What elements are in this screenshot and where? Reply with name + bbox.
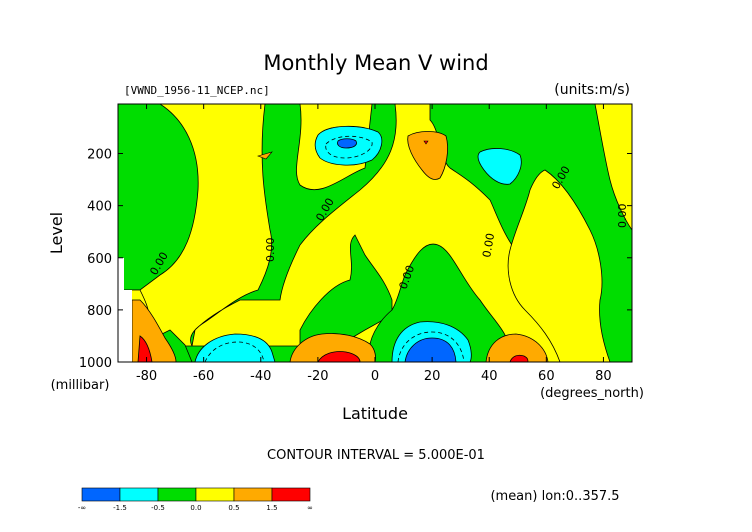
region-cyan-surface-50S	[194, 333, 276, 362]
dashed-contour-upper-10S	[325, 135, 373, 159]
colorbar-label: -1.5	[113, 504, 127, 512]
x-axis-title: Latitude	[342, 404, 408, 423]
region-orange-small-200	[257, 151, 273, 160]
footer-mean-label: (mean) lon:0..357.5	[490, 489, 619, 504]
region-blue-upper-10S	[337, 138, 357, 149]
y-tick-label: 400	[87, 200, 112, 215]
units-label: (units:m/s)	[554, 82, 630, 98]
contour-interval: CONTOUR INTERVAL = 5.000E-01	[267, 448, 485, 463]
colorbar-swatch	[81, 487, 121, 502]
colorbar: -∞ -1.5 -0.5 0.0 0.5 1.5 ∞	[78, 487, 313, 512]
y-tick-label: 1000	[79, 356, 112, 371]
dashed-contour-surface-20N	[397, 331, 465, 362]
x-axis: -80 -60 -40 -20 0 20 40 60 80	[136, 104, 612, 384]
region-blue-surface-20N	[404, 337, 457, 362]
x-tick-label: -20	[307, 369, 328, 384]
colorbar-swatch	[195, 487, 235, 502]
x-tick-label: -60	[193, 369, 214, 384]
contour-label: 0.00	[264, 238, 277, 263]
y-tick-label: 600	[87, 252, 112, 267]
x-tick-label: 80	[595, 369, 612, 384]
x-tick-label: 40	[481, 369, 498, 384]
colorbar-label: -∞	[78, 504, 86, 512]
colorbar-label: 1.5	[266, 504, 277, 512]
region-red-surface-10S	[317, 351, 361, 362]
region-yellow-tongue-right	[507, 169, 611, 362]
x-tick-label: 0	[371, 369, 379, 384]
file-label: [VWND_1956-11_NCEP.nc]	[124, 84, 270, 97]
y-axis-units: (millibar)	[51, 378, 110, 393]
x-tick-label: -80	[136, 369, 157, 384]
region-red-upper-20N	[423, 140, 429, 145]
y-axis: 200 400 600 800 1000	[79, 148, 632, 371]
region-orange-surface-50N	[485, 333, 549, 362]
region-missing-data-step	[118, 258, 124, 290]
dashed-contour-surface-50S	[204, 341, 265, 362]
region-red-surface-50N	[509, 354, 529, 362]
region-missing-data	[118, 290, 132, 362]
colorbar-label: 0.0	[190, 504, 201, 512]
y-axis-title: Level	[47, 212, 66, 254]
region-green-right-yellow-hole	[594, 104, 632, 231]
region-cyan-upper-40N	[477, 148, 522, 185]
y-tick-label: 200	[87, 148, 112, 163]
colorbar-label: -0.5	[151, 504, 165, 512]
region-green-left-column	[118, 104, 199, 291]
colorbar-label: 0.5	[228, 504, 239, 512]
x-tick-label: 60	[538, 369, 555, 384]
contour-label: 0.00	[616, 204, 629, 229]
colorbar-swatch	[233, 487, 273, 502]
colorbar-label: ∞	[307, 504, 313, 512]
contour-field	[118, 104, 632, 362]
region-orange-upper-20N	[407, 131, 448, 180]
x-tick-label: -40	[250, 369, 271, 384]
colorbar-swatch	[119, 487, 159, 502]
y-tick-label: 800	[87, 304, 112, 319]
x-tick-label: 20	[424, 369, 441, 384]
x-axis-units: (degrees_north)	[540, 386, 644, 401]
chart-title: Monthly Mean V wind	[263, 51, 488, 75]
colorbar-swatch	[157, 487, 197, 502]
contour-label: 0.00	[480, 232, 497, 258]
colorbar-swatch	[271, 487, 311, 502]
